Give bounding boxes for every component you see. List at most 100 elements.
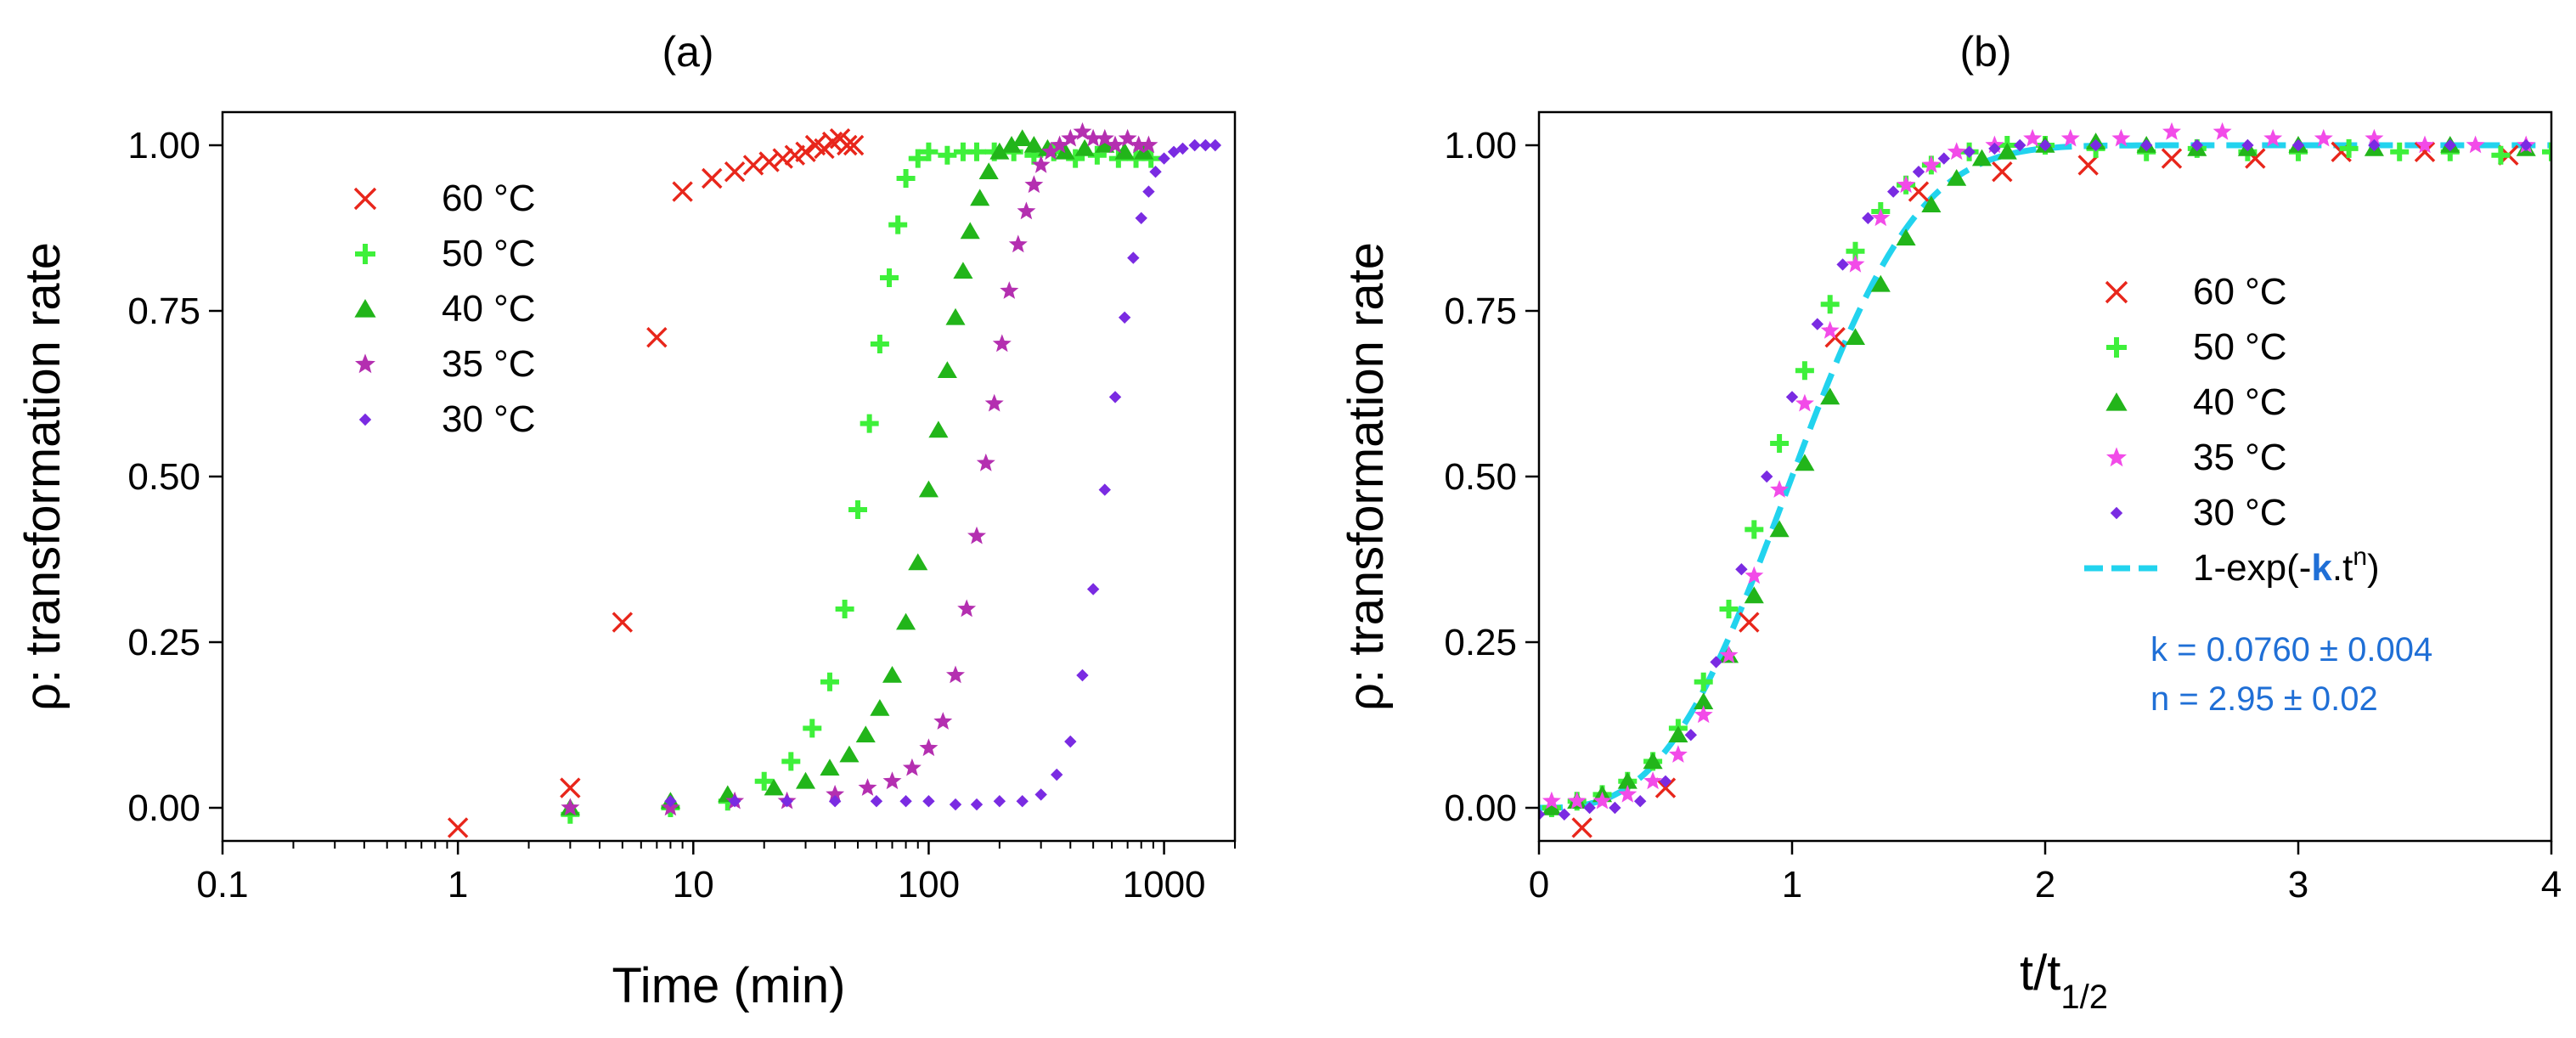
data-point	[828, 795, 842, 808]
data-point	[870, 699, 890, 716]
legend-label: 40 °C	[442, 288, 536, 330]
data-point	[1542, 798, 1562, 815]
data-point	[2390, 142, 2410, 161]
data-point	[1592, 791, 1612, 810]
data-point	[1023, 136, 1044, 153]
data-point	[2077, 155, 2099, 176]
panel-a-y-axis-title: ρ: transformation rate	[15, 242, 70, 711]
data-point	[1108, 391, 1122, 403]
data-point	[1769, 520, 1790, 538]
data-point	[1012, 129, 1033, 146]
legend-marker	[2105, 392, 2128, 411]
x-tick-label: 3	[2288, 864, 2308, 905]
panel-a-label: (a)	[662, 28, 713, 76]
data-point	[820, 672, 839, 691]
data-point	[1064, 735, 1077, 748]
data-point	[1887, 185, 1900, 198]
data-point	[820, 759, 840, 776]
data-point	[1836, 258, 1849, 271]
data-point	[1118, 128, 1137, 147]
data-point	[1845, 328, 1866, 345]
data-point	[2365, 128, 2384, 147]
panel-a-series-layer	[447, 121, 1222, 838]
legend-label: 30 °C	[2193, 492, 2287, 533]
data-point	[967, 526, 986, 544]
data-point	[2542, 142, 2551, 161]
data-point	[2190, 138, 2203, 152]
data-point	[1739, 612, 1760, 633]
data-point	[835, 600, 854, 618]
data-point	[1086, 583, 1100, 595]
data-point	[1668, 725, 1688, 742]
data-point	[1735, 563, 1748, 576]
data-point	[899, 795, 912, 808]
data-point	[826, 784, 845, 803]
data-point	[1659, 775, 1672, 787]
data-point	[937, 361, 957, 378]
data-point	[754, 771, 774, 791]
data-point	[1971, 149, 1993, 166]
data-point	[1114, 142, 1135, 160]
data-point	[989, 142, 1010, 160]
data-point	[949, 798, 962, 811]
data-point	[1947, 169, 1967, 186]
data-point	[1694, 705, 1713, 724]
data-point	[2162, 121, 2181, 140]
data-point	[781, 752, 801, 771]
x-tick-label: 0	[1529, 864, 1549, 905]
data-point	[945, 307, 966, 325]
data-point	[2466, 135, 2485, 154]
data-point	[978, 162, 999, 179]
data-point	[764, 778, 784, 796]
data-point	[2241, 138, 2254, 152]
data-point	[2415, 135, 2434, 154]
legend-label: 50 °C	[2193, 326, 2287, 368]
data-point	[1992, 161, 2013, 183]
data-point	[1921, 195, 1942, 212]
data-point	[724, 161, 746, 183]
data-point	[1617, 771, 1637, 789]
data-point	[2444, 138, 2456, 152]
panel-b-axes: 0.00 0.25 0.50 0.75 1.00 0 1 2 3 4	[1444, 125, 2562, 905]
data-point	[1820, 387, 1840, 405]
data-point	[1000, 281, 1019, 299]
data-point	[561, 798, 580, 816]
data-point	[839, 745, 860, 763]
data-point	[1017, 201, 1036, 220]
panel-a-axes: 0.00 0.25 0.50 0.75 1.00 0.1 1 10 100 1000	[127, 125, 1236, 905]
data-point	[447, 817, 469, 838]
data-point	[1055, 142, 1075, 160]
data-point	[1643, 771, 1663, 790]
data-point	[993, 795, 1006, 808]
data-point	[918, 480, 939, 498]
series-triangle	[560, 129, 1154, 815]
y-tick-label: 1.00	[127, 125, 200, 166]
data-point	[1761, 470, 1773, 483]
data-point	[882, 771, 902, 790]
data-point	[858, 778, 877, 796]
data-point	[1719, 600, 1739, 618]
y-tick-label: 0.75	[1444, 291, 1517, 332]
data-point	[560, 777, 581, 798]
data-point	[2161, 148, 2183, 169]
data-point	[1542, 791, 1561, 810]
data-point	[1539, 808, 1546, 821]
y-tick-label: 0.00	[1444, 787, 1517, 829]
legend-label: 35 °C	[2193, 437, 2287, 478]
data-point	[2060, 128, 2080, 147]
data-point	[1795, 454, 1815, 471]
data-point	[957, 599, 977, 618]
data-point	[1106, 135, 1125, 154]
data-point	[1770, 480, 1790, 498]
y-tick-label: 0.50	[1444, 456, 1517, 498]
data-point	[960, 222, 980, 240]
series-x	[1571, 141, 2519, 838]
data-point	[843, 134, 865, 156]
data-point	[2089, 138, 2102, 152]
data-point	[2014, 138, 2026, 152]
data-point	[1997, 142, 2017, 160]
data-point	[2368, 138, 2381, 152]
data-point	[922, 795, 935, 808]
data-point	[1694, 692, 1714, 709]
data-point	[855, 725, 876, 742]
